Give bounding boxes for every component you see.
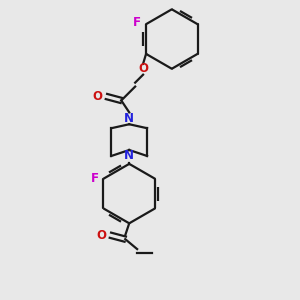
Text: F: F	[133, 16, 141, 29]
Text: O: O	[92, 90, 103, 103]
Text: N: N	[124, 112, 134, 125]
Text: F: F	[91, 172, 98, 185]
Text: O: O	[138, 62, 148, 75]
Text: N: N	[124, 149, 134, 162]
Text: O: O	[96, 229, 106, 242]
